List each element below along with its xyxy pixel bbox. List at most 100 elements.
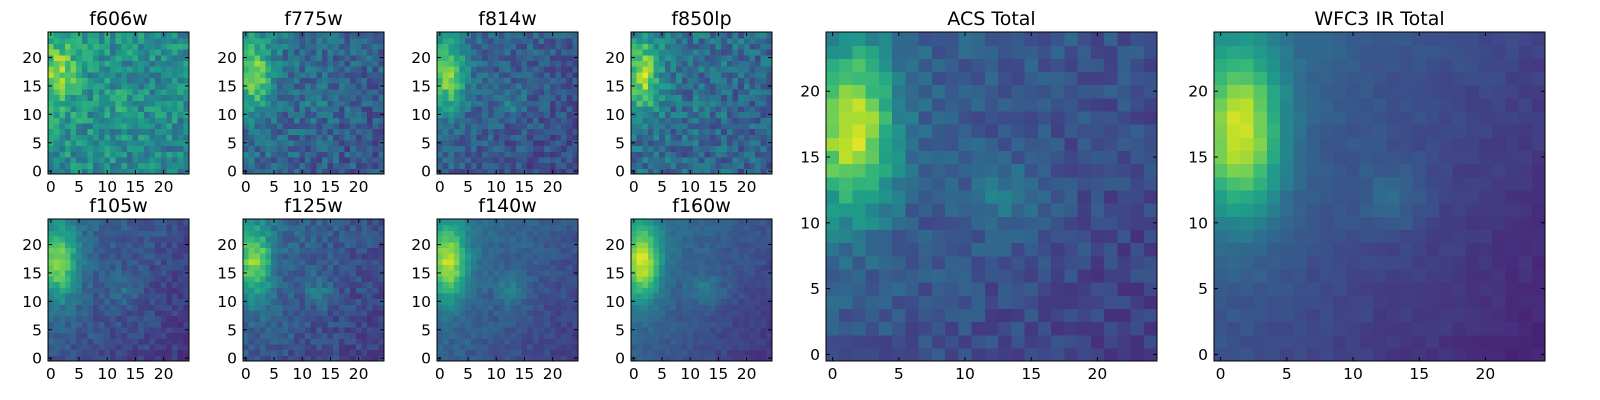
heatmap-cell [160, 60, 168, 67]
heatmap-cell [177, 162, 184, 169]
heatmap-cell [282, 94, 289, 101]
heatmap-cell [338, 219, 346, 226]
heatmap-cell [487, 281, 494, 288]
heatmap-cell [155, 338, 162, 345]
heatmap-cell [299, 315, 306, 322]
heatmap-cell [549, 338, 557, 345]
heatmap-cell [155, 275, 162, 283]
heatmap-cell [98, 37, 105, 44]
heatmap-cell [104, 105, 111, 113]
heatmap-cell [709, 117, 717, 124]
heatmap-cell [676, 145, 683, 152]
heatmap-cell [743, 332, 751, 339]
heatmap-cell [442, 275, 449, 283]
heatmap-cell [544, 315, 551, 322]
heatmap-cell [372, 37, 379, 44]
heatmap-cell [248, 151, 255, 158]
heatmap-cell [476, 100, 483, 107]
heatmap-cell [493, 105, 500, 113]
heatmap-cell [132, 145, 139, 152]
heatmap-cell [76, 139, 83, 147]
heatmap-cell [316, 304, 323, 311]
heatmap-cell [664, 168, 672, 175]
heatmap-cell [288, 145, 295, 152]
heatmap-cell [367, 54, 374, 61]
heatmap-cell [504, 77, 511, 84]
heatmap-cell [766, 332, 773, 339]
heatmap-cell [355, 321, 363, 328]
heatmap-cell [350, 134, 357, 141]
heatmap-cell [704, 83, 711, 90]
heatmap-cell [755, 32, 762, 39]
heatmap-cell [664, 83, 672, 90]
heatmap-cell [259, 326, 267, 334]
heatmap-cell [333, 298, 340, 305]
heatmap-cell [378, 117, 385, 124]
heatmap-cell [121, 128, 128, 135]
heatmap-cell [459, 287, 466, 294]
heatmap-cell [64, 247, 72, 254]
heatmap-cell [709, 298, 717, 305]
heatmap-cell [172, 49, 179, 56]
heatmap-cell [367, 168, 374, 175]
heatmap-cell [160, 230, 168, 237]
heatmap-cell [271, 83, 278, 90]
heatmap-cell [499, 355, 506, 362]
heatmap-cell [704, 94, 711, 101]
heatmap-cell [693, 275, 700, 283]
heatmap-cell [743, 71, 751, 79]
heatmap-cell [155, 151, 162, 158]
y-tick-label: 10 [411, 293, 431, 311]
heatmap-cell [310, 224, 317, 231]
heatmap-cell [254, 117, 261, 124]
heatmap-cell [59, 77, 66, 84]
heatmap-cell [333, 326, 340, 334]
heatmap-cell [532, 275, 540, 283]
heatmap-cell [721, 128, 728, 135]
heatmap-cell [172, 66, 179, 73]
heatmap-cell [305, 264, 312, 271]
heatmap-cell [288, 281, 295, 288]
heatmap-cell [93, 253, 100, 260]
heatmap-cell [327, 253, 334, 260]
heatmap-cell [670, 49, 677, 56]
heatmap-cell [183, 66, 190, 73]
y-tick-label: 5 [227, 321, 237, 339]
heatmap-cell [76, 105, 83, 113]
heatmap-cell [327, 94, 334, 101]
heatmap-cell [87, 105, 94, 113]
heatmap-cell [459, 83, 466, 90]
heatmap-cell [121, 270, 128, 277]
heatmap-cell [64, 60, 72, 67]
heatmap-cell [121, 332, 128, 339]
heatmap-cell [698, 37, 705, 44]
heatmap-cell [316, 236, 323, 243]
heatmap-cell [453, 230, 461, 237]
heatmap-cell [138, 54, 145, 61]
heatmap-cell [721, 100, 728, 107]
heatmap-cell [305, 145, 312, 152]
x-tick-label: 20 [543, 178, 563, 196]
heatmap-cell [321, 253, 329, 260]
heatmap-cell [555, 287, 562, 294]
heatmap-cell [378, 100, 385, 107]
heatmap-cell [676, 332, 683, 339]
heatmap-cell [538, 343, 545, 351]
heatmap-cell [566, 66, 573, 73]
heatmap-cell [344, 94, 351, 101]
heatmap-cell [738, 71, 745, 79]
heatmap-cell [476, 332, 483, 339]
heatmap-cell [76, 162, 83, 169]
heatmap-cell [293, 128, 300, 135]
heatmap-cell [544, 281, 551, 288]
heatmap-cell [676, 117, 683, 124]
heatmap-cell [316, 60, 323, 67]
heatmap-cell [493, 134, 500, 141]
heatmap-cell [143, 264, 151, 271]
heatmap-cell [48, 60, 55, 67]
heatmap-cell [259, 275, 267, 283]
heatmap-cell [282, 298, 289, 305]
heatmap-cell [527, 94, 534, 101]
heatmap-cell [642, 111, 649, 118]
heatmap-cell [271, 49, 278, 56]
